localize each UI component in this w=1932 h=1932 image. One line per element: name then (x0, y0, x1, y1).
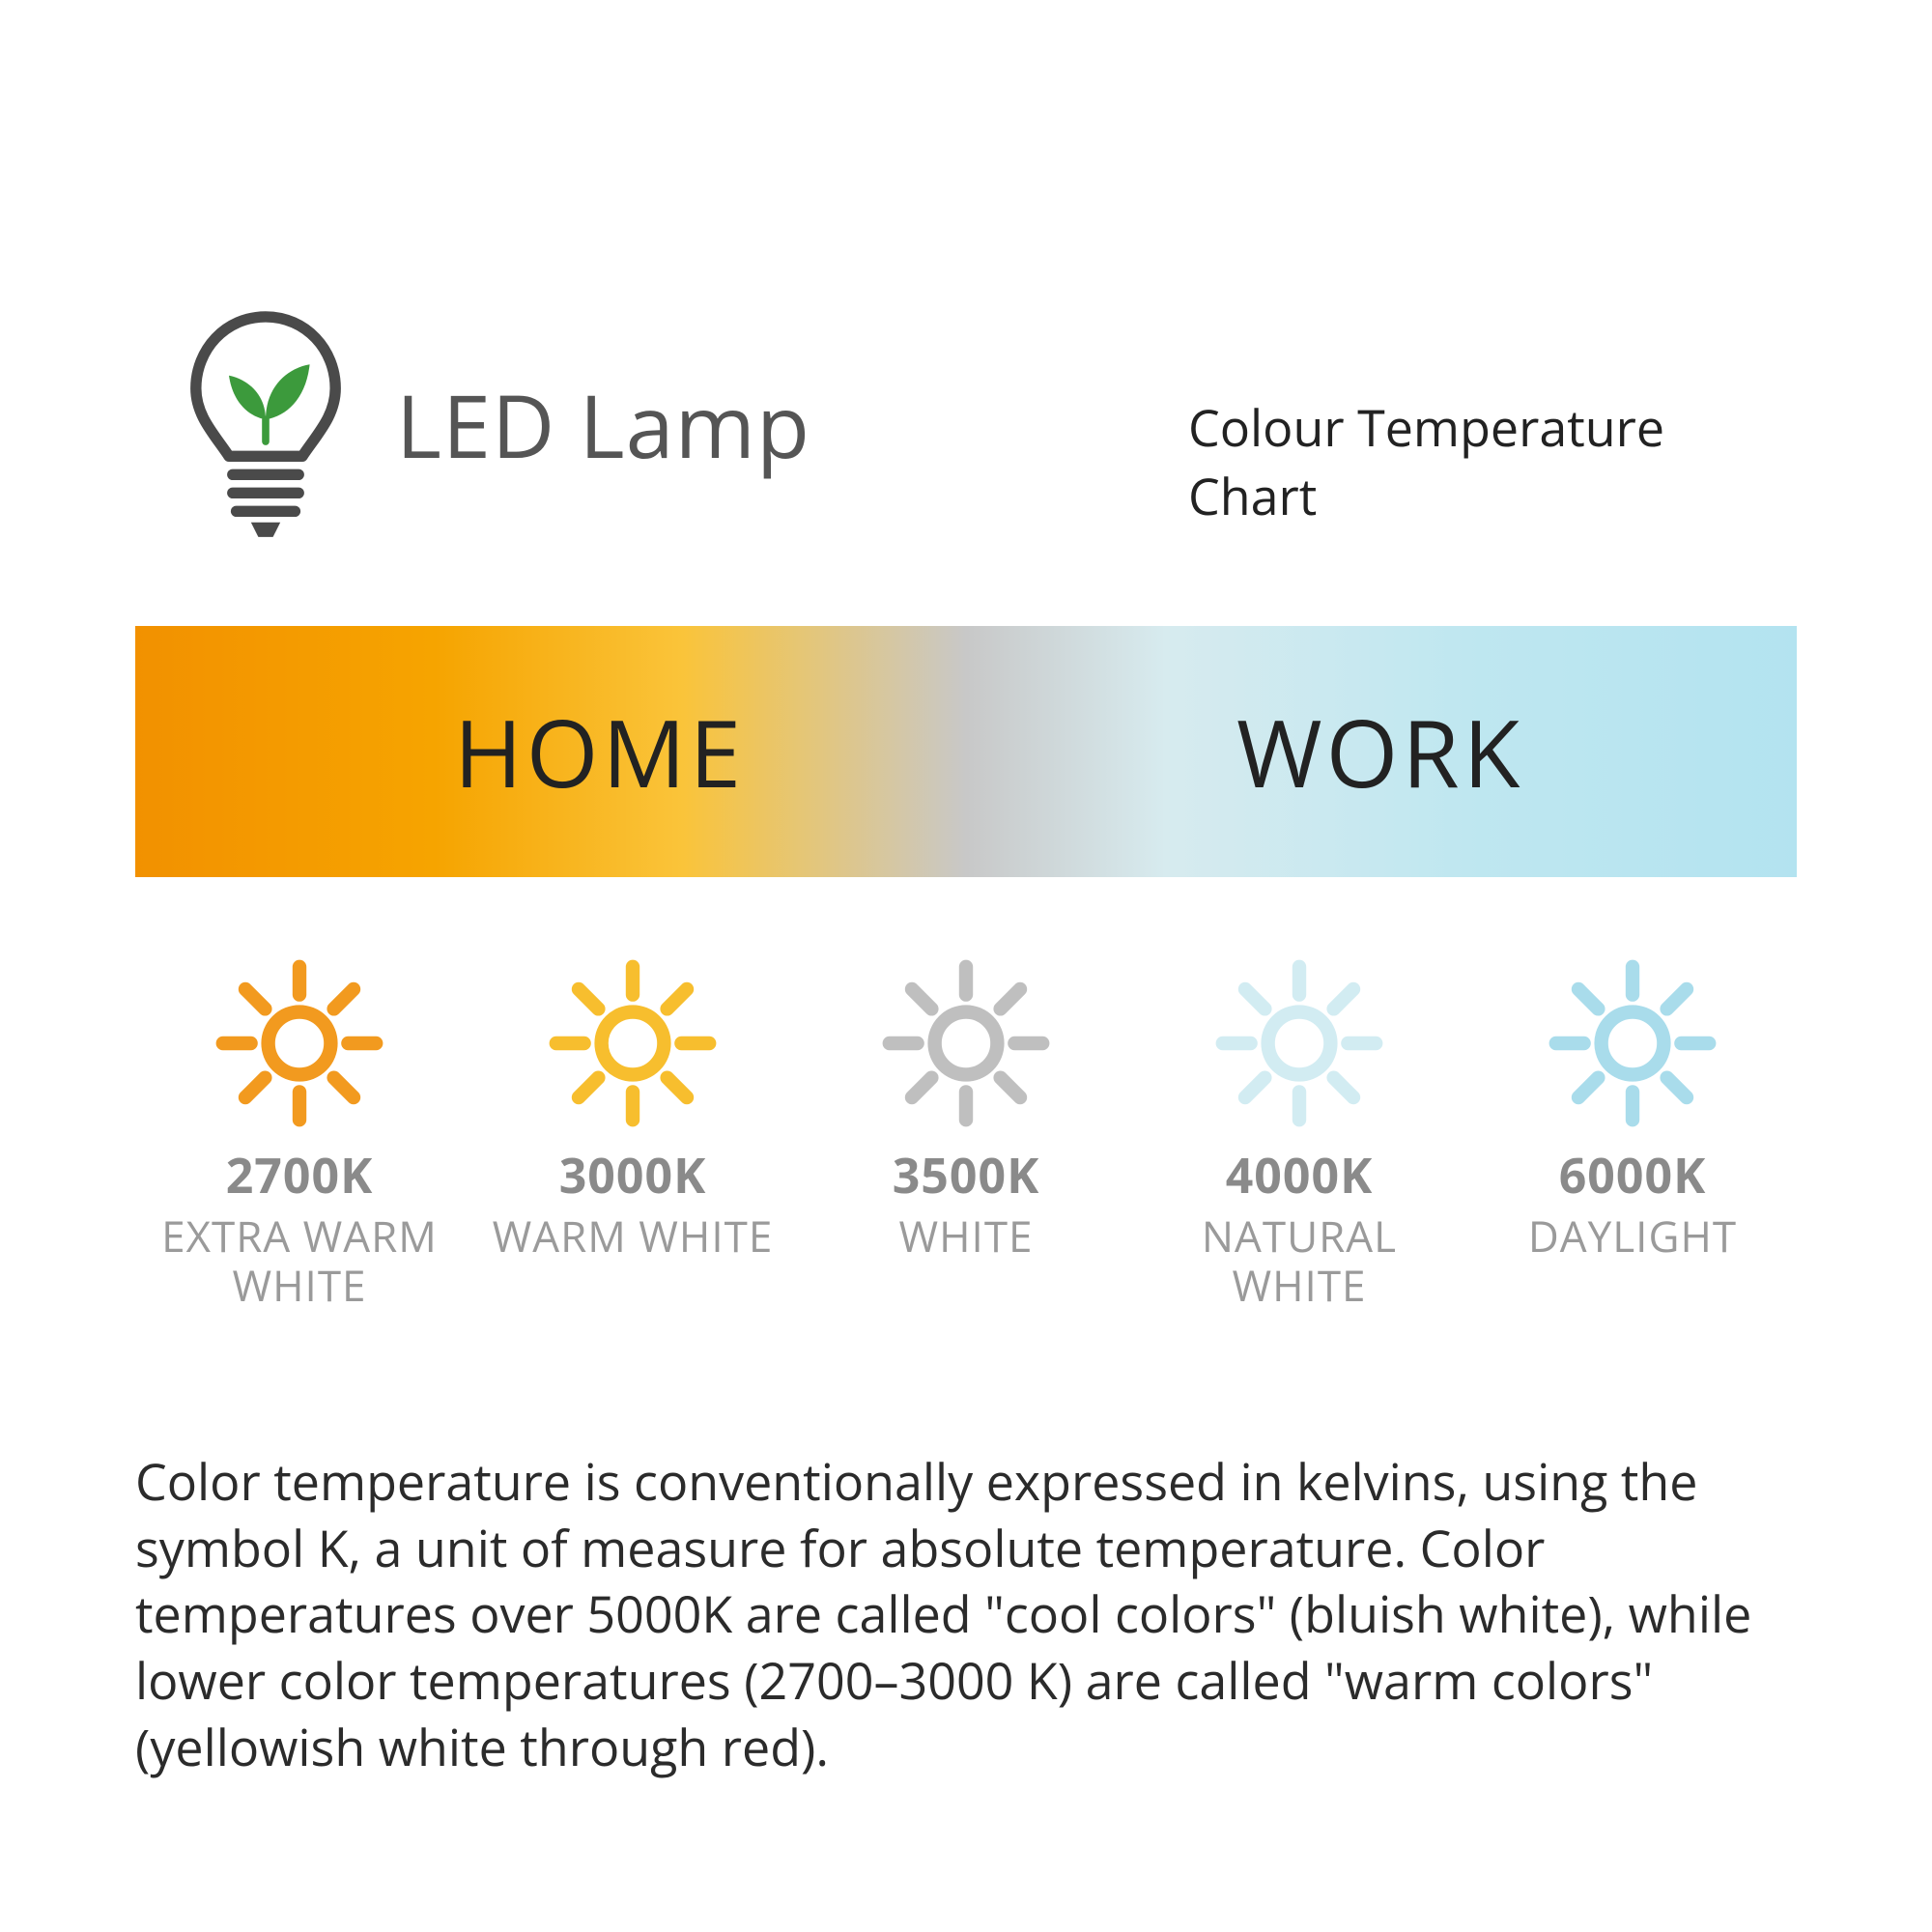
temperature-label: DAYLIGHT (1528, 1211, 1737, 1261)
color-temperature-gradient-bar: HOME WORK (135, 626, 1797, 877)
sun-icon (879, 956, 1053, 1130)
kelvin-value: 6000K (1559, 1142, 1707, 1208)
temperature-item: 4000KNATURAL WHITE (1135, 956, 1463, 1309)
temperature-row: 2700KEXTRA WARM WHITE3000KWARM WHITE3500… (135, 956, 1797, 1309)
bar-label-home: HOME (454, 689, 745, 815)
temperature-item: 6000KDAYLIGHT (1468, 956, 1797, 1309)
page-title: LED Lamp (396, 366, 810, 484)
sun-icon (546, 956, 720, 1130)
temperature-label: NATURAL WHITE (1202, 1211, 1397, 1309)
kelvin-value: 3500K (893, 1142, 1040, 1208)
kelvin-value: 2700K (226, 1142, 374, 1208)
temperature-item: 3000KWARM WHITE (469, 956, 797, 1309)
sun-icon (1212, 956, 1386, 1130)
temperature-label: WARM WHITE (493, 1211, 774, 1261)
header: LED Lamp Colour Temperature Chart (174, 304, 1758, 546)
temperature-item: 2700KEXTRA WARM WHITE (135, 956, 464, 1309)
infographic-canvas: LED Lamp Colour Temperature Chart HOME W… (0, 0, 1932, 1932)
lightbulb-eco-icon (174, 304, 357, 546)
sun-icon (213, 956, 386, 1130)
temperature-label: EXTRA WARM WHITE (161, 1211, 438, 1309)
bar-label-work: WORK (1236, 689, 1523, 815)
temperature-label: WHITE (898, 1211, 1033, 1261)
kelvin-value: 4000K (1226, 1142, 1374, 1208)
temperature-item: 3500KWHITE (802, 956, 1130, 1309)
kelvin-value: 3000K (559, 1142, 707, 1208)
sun-icon (1546, 956, 1719, 1130)
page-subtitle: Colour Temperature Chart (1188, 393, 1758, 530)
description-text: Color temperature is conventionally expr… (135, 1449, 1797, 1780)
